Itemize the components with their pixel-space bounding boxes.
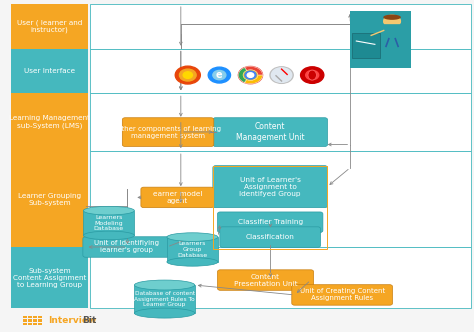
Text: e: e xyxy=(216,70,223,80)
FancyBboxPatch shape xyxy=(90,48,471,93)
Circle shape xyxy=(384,15,401,27)
Text: User ( learner and
instructor): User ( learner and instructor) xyxy=(17,19,82,33)
Bar xyxy=(38,319,42,322)
Text: Unit of Identifiying
learner's group: Unit of Identifiying learner's group xyxy=(94,240,159,254)
Circle shape xyxy=(208,67,230,83)
Wedge shape xyxy=(238,68,247,83)
FancyBboxPatch shape xyxy=(90,151,471,247)
FancyBboxPatch shape xyxy=(11,93,88,151)
FancyBboxPatch shape xyxy=(90,93,471,151)
Text: Learner Grouping
Sub-system: Learner Grouping Sub-system xyxy=(18,193,81,206)
Text: Unit of Creating Content
Assignment Rules: Unit of Creating Content Assignment Rule… xyxy=(300,289,385,301)
Bar xyxy=(167,237,218,262)
FancyBboxPatch shape xyxy=(218,212,323,232)
Text: Learners
Group
Database: Learners Group Database xyxy=(177,241,208,258)
FancyBboxPatch shape xyxy=(383,24,401,40)
Text: Content
Management Unit: Content Management Unit xyxy=(236,123,304,142)
Bar xyxy=(28,319,32,322)
Ellipse shape xyxy=(135,280,195,290)
Circle shape xyxy=(247,73,254,77)
Ellipse shape xyxy=(135,308,195,318)
Text: Learners
Modeling
Database: Learners Modeling Database xyxy=(94,215,124,231)
Circle shape xyxy=(245,71,256,79)
FancyBboxPatch shape xyxy=(218,270,314,290)
Circle shape xyxy=(301,67,324,83)
Bar xyxy=(135,285,195,313)
Text: Other components of learning
management system: Other components of learning management … xyxy=(116,125,220,139)
Circle shape xyxy=(242,69,259,81)
FancyBboxPatch shape xyxy=(11,48,88,93)
Text: Unit of Learner's
Assignment to
Identifyed Group: Unit of Learner's Assignment to Identify… xyxy=(239,177,301,197)
Bar xyxy=(23,319,27,322)
Bar xyxy=(83,210,135,235)
Text: Sub-system
Content Assignment
to Learning Group: Sub-system Content Assignment to Learnin… xyxy=(13,268,86,288)
Text: User Interface: User Interface xyxy=(24,68,75,74)
Bar xyxy=(33,323,37,325)
FancyBboxPatch shape xyxy=(141,187,214,208)
Text: Database of content
Assignment Rules To
Learner Group: Database of content Assignment Rules To … xyxy=(134,291,195,307)
Text: Interview: Interview xyxy=(48,316,97,325)
FancyBboxPatch shape xyxy=(292,285,392,305)
FancyBboxPatch shape xyxy=(122,118,214,146)
Bar xyxy=(38,323,42,325)
Bar xyxy=(38,316,42,318)
FancyBboxPatch shape xyxy=(352,33,381,58)
Bar xyxy=(28,323,32,325)
FancyBboxPatch shape xyxy=(83,237,170,257)
Circle shape xyxy=(271,68,292,82)
Text: Bit: Bit xyxy=(82,316,96,325)
Wedge shape xyxy=(245,66,263,75)
FancyBboxPatch shape xyxy=(350,11,410,68)
FancyBboxPatch shape xyxy=(213,166,328,208)
Circle shape xyxy=(183,72,192,78)
Circle shape xyxy=(270,67,293,83)
Bar xyxy=(33,316,37,318)
Wedge shape xyxy=(245,75,263,84)
FancyBboxPatch shape xyxy=(11,151,88,247)
FancyBboxPatch shape xyxy=(213,118,328,146)
Ellipse shape xyxy=(83,206,135,215)
Circle shape xyxy=(180,69,196,81)
Text: Learning Management
sub-System (LMS): Learning Management sub-System (LMS) xyxy=(9,116,90,129)
Ellipse shape xyxy=(383,15,401,20)
FancyBboxPatch shape xyxy=(11,4,88,48)
Circle shape xyxy=(306,70,319,80)
FancyBboxPatch shape xyxy=(220,227,320,247)
Circle shape xyxy=(242,69,259,81)
Bar xyxy=(23,323,27,325)
Bar xyxy=(23,316,27,318)
Text: Classifier Training: Classifier Training xyxy=(237,219,303,225)
Ellipse shape xyxy=(83,231,135,240)
Circle shape xyxy=(175,66,201,84)
Text: Content
Presentation Unit: Content Presentation Unit xyxy=(234,274,297,287)
Bar xyxy=(28,316,32,318)
Text: earner model
agent: earner model agent xyxy=(153,191,202,204)
Ellipse shape xyxy=(308,70,316,80)
Ellipse shape xyxy=(167,258,218,266)
Circle shape xyxy=(213,70,226,80)
Circle shape xyxy=(238,66,263,84)
Ellipse shape xyxy=(167,233,218,241)
FancyBboxPatch shape xyxy=(11,247,88,308)
FancyBboxPatch shape xyxy=(90,247,471,308)
Text: Classification: Classification xyxy=(246,234,295,240)
Bar xyxy=(33,319,37,322)
FancyBboxPatch shape xyxy=(90,4,471,48)
